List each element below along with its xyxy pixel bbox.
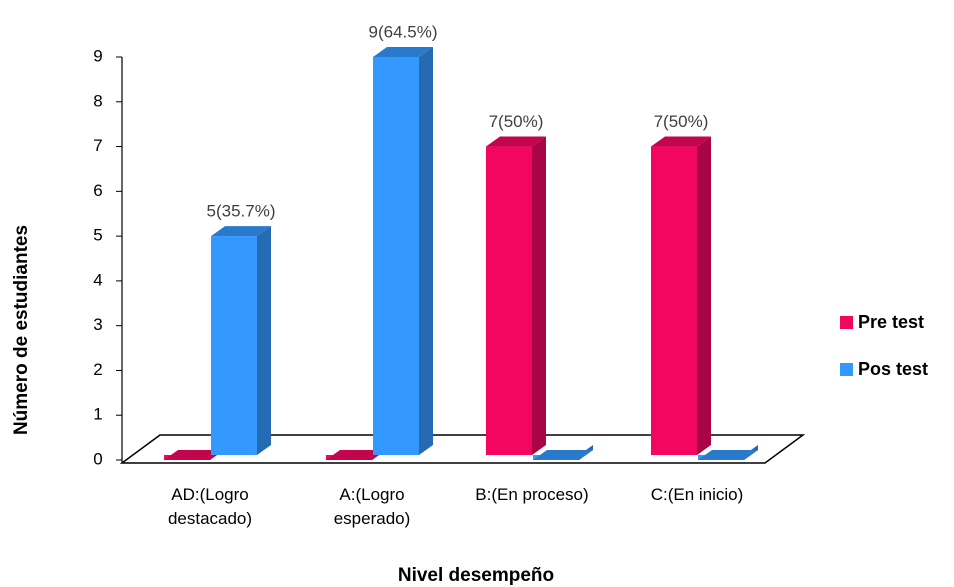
x-tick-label: AD:(Logro destacado) (167, 485, 253, 528)
x-axis-title: Nivel desempeño (398, 565, 554, 586)
bar-front (651, 146, 697, 456)
bar-side (532, 136, 546, 456)
y-tick-label: 7 (93, 136, 102, 155)
y-tick-label: 9 (93, 46, 102, 65)
y-tick-label: 1 (93, 405, 102, 424)
y-axis-title: Número de estudiantes (11, 225, 32, 435)
y-tick-label: 3 (93, 315, 102, 334)
bar-front (211, 236, 257, 455)
x-tick-label: C:(En inicio) (650, 485, 744, 504)
value-label: 5(35.7%) (207, 202, 276, 221)
bar-front (373, 57, 419, 455)
legend-label: Pos test (858, 359, 928, 379)
y-tick-label: 6 (93, 181, 102, 200)
y-tick-label: 2 (93, 360, 102, 379)
bar-top (651, 136, 711, 147)
y-tick-label: 5 (93, 226, 102, 245)
floor (119, 434, 806, 464)
bar-top (164, 450, 224, 460)
legend-label: Pre test (858, 312, 924, 332)
x-tick-label: B:(En proceso) (475, 485, 589, 504)
bar-side (419, 47, 433, 455)
bar-top (698, 450, 758, 460)
y-tick-label: 0 (93, 449, 102, 468)
bar-top (326, 450, 386, 460)
bar-top (486, 136, 546, 147)
legend-swatch (840, 316, 853, 329)
bar-front (486, 146, 532, 456)
y-tick-label: 8 (93, 91, 102, 110)
bar-side (697, 136, 711, 456)
value-label: 7(50%) (489, 112, 544, 131)
bar-top (533, 450, 593, 460)
value-label: 7(50%) (654, 112, 709, 131)
x-tick-label: A:(Logro esperado) (333, 485, 411, 528)
legend-swatch (840, 363, 853, 376)
bar-top (211, 226, 271, 237)
y-tick-label: 4 (93, 270, 102, 289)
bar-side (257, 226, 271, 455)
bar-top (373, 47, 433, 57)
value-label: 9(64.5%) (369, 22, 438, 41)
